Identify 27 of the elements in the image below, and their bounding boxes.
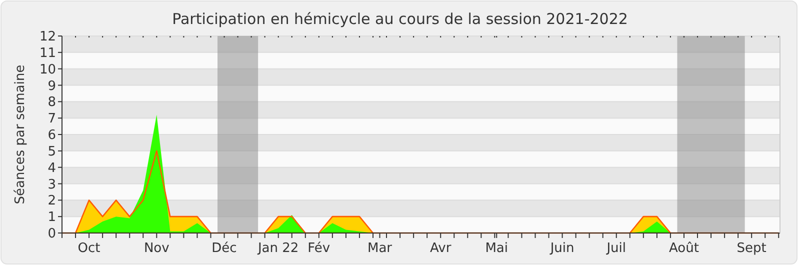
x-tick-label: Oct bbox=[78, 241, 100, 256]
x-tick-label: Fév bbox=[308, 241, 330, 256]
y-tick-label: 5 bbox=[48, 144, 56, 160]
x-tick-label: Mai bbox=[485, 241, 508, 256]
y-tick-label: 9 bbox=[48, 78, 56, 94]
x-tick-label: Mar bbox=[367, 241, 393, 256]
y-tick-label: 8 bbox=[48, 95, 56, 110]
y-tick-label: 6 bbox=[48, 128, 56, 144]
y-tick-label: 1 bbox=[48, 210, 56, 226]
x-tick-label: Avr bbox=[430, 241, 452, 256]
x-tick-label: Sept bbox=[736, 241, 766, 256]
y-tick-label: 7 bbox=[48, 112, 56, 127]
y-tick-label: 11 bbox=[39, 46, 56, 61]
x-tick-label: Juin bbox=[549, 241, 574, 256]
x-tick-label: Déc bbox=[212, 241, 237, 256]
x-tick-label: Jan 22 bbox=[256, 241, 299, 256]
y-tick-label: 10 bbox=[39, 62, 56, 78]
x-tick-label: Août bbox=[669, 241, 699, 256]
y-axis-title: Séances par semaine bbox=[13, 64, 28, 204]
y-tick-label: 4 bbox=[48, 160, 56, 176]
chart-title: Participation en hémicycle au cours de la session 2021-2022 bbox=[172, 10, 628, 28]
y-tick-label: 12 bbox=[39, 30, 56, 45]
y-tick-label: 2 bbox=[48, 194, 56, 209]
x-tick-label: Juil bbox=[606, 241, 626, 256]
y-tick-label: 0 bbox=[48, 226, 56, 242]
y-tick-label: 3 bbox=[48, 177, 56, 192]
x-tick-label: Nov bbox=[144, 241, 170, 256]
